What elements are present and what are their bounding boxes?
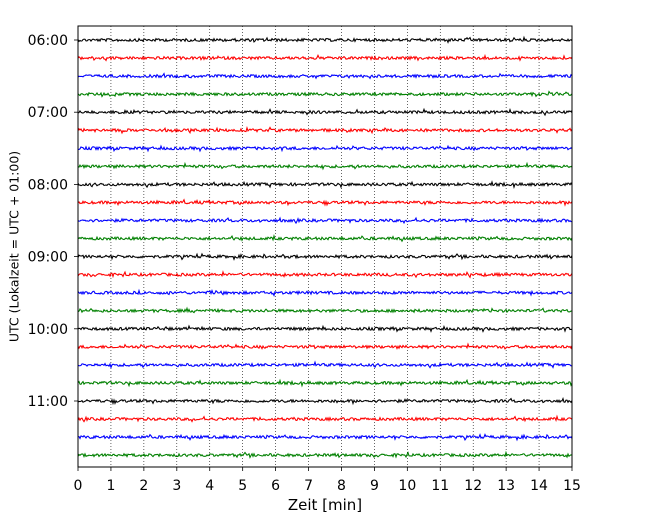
trace-layer — [77, 35, 573, 459]
y-tick-label: 08:00 — [28, 177, 68, 193]
trace-06:15 — [77, 53, 573, 62]
y-tick-label: 10:00 — [28, 322, 68, 338]
trace-09:00 — [77, 252, 573, 261]
x-tick-label: 5 — [238, 478, 247, 494]
trace-10:00 — [77, 324, 573, 333]
trace-06:30 — [77, 72, 573, 80]
trace-08:45 — [77, 234, 573, 243]
x-tick-label: 9 — [370, 478, 379, 494]
trace-09:30 — [77, 288, 573, 297]
x-tick-label: 1 — [106, 478, 115, 494]
trace-07:30 — [77, 144, 573, 153]
x-tick-label: 11 — [431, 478, 449, 494]
x-tick-label: 8 — [337, 478, 346, 494]
y-axis-label: UTC (Lokalzeit = UTC + 01:00) — [7, 151, 22, 342]
y-tick-label: 11:00 — [28, 394, 68, 410]
x-tick-label: 3 — [172, 478, 181, 494]
x-tick-label: 15 — [563, 478, 581, 494]
trace-10:45 — [77, 378, 573, 388]
trace-11:30 — [77, 433, 573, 442]
trace-07:15 — [77, 125, 573, 135]
trace-11:00 — [77, 396, 573, 406]
trace-11:45 — [77, 450, 573, 459]
trace-08:00 — [77, 180, 573, 189]
x-tick-label: 7 — [304, 478, 313, 494]
y-axis: 06:00 07:00 08:00 09:00 10:00 11:00 — [28, 33, 78, 410]
trace-07:45 — [77, 161, 573, 171]
x-tick-label: 4 — [205, 478, 214, 494]
y-tick-label: 06:00 — [28, 33, 68, 49]
x-tick-label: 2 — [139, 478, 148, 494]
trace-08:15 — [77, 198, 573, 207]
x-tick-label: 14 — [530, 478, 548, 494]
trace-07:00 — [77, 107, 573, 117]
trace-10:30 — [77, 360, 573, 369]
x-tick-label: 13 — [497, 478, 515, 494]
trace-10:15 — [77, 342, 573, 350]
y-tick-label: 09:00 — [28, 250, 68, 266]
x-tick-label: 0 — [74, 478, 83, 494]
x-tick-label: 10 — [398, 478, 416, 494]
x-axis: 0 1 2 3 4 5 6 7 8 9 10 11 12 13 14 15 — [74, 467, 581, 494]
trace-06:45 — [77, 90, 573, 98]
x-tick-label: 12 — [464, 478, 482, 494]
plot-frame — [77, 25, 573, 468]
trace-11:15 — [77, 414, 573, 423]
trace-09:15 — [77, 270, 573, 279]
trace-06:00 — [77, 35, 573, 44]
trace-09:45 — [77, 306, 573, 314]
trace-08:30 — [77, 216, 573, 225]
y-tick-label: 07:00 — [28, 105, 68, 121]
x-axis-label: Zeit [min] — [288, 496, 362, 514]
x-tick-label: 6 — [271, 478, 280, 494]
